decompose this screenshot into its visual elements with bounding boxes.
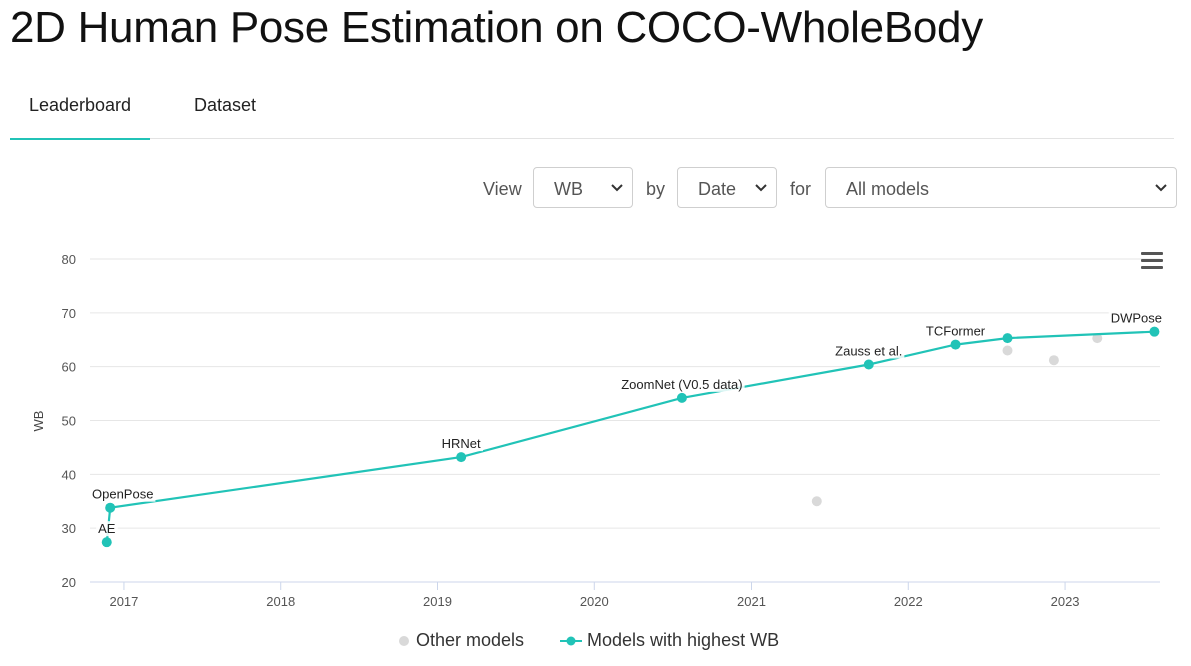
models-select[interactable]: All models [825, 167, 1177, 208]
x-tick-label: 2019 [423, 594, 452, 609]
other-model-point[interactable] [1002, 345, 1013, 356]
chart-legend: Other models Models with highest WB [0, 630, 1191, 658]
x-tick-label: 2021 [737, 594, 766, 609]
legend-best-models[interactable]: Models with highest WB [560, 630, 779, 651]
best-models-series [101, 326, 1160, 548]
by-select-value: Date [698, 179, 737, 199]
grid-lines [90, 258, 1160, 583]
point-labels: AE OpenPose HRNet ZoomNet (V0.5 data) Zauss … [90, 310, 1164, 537]
point-label-halo [96, 521, 118, 537]
other-model-point[interactable] [1092, 333, 1103, 344]
chevron-down-icon [1155, 184, 1167, 192]
other-model-point[interactable] [811, 496, 822, 507]
y-tick-label: 40 [62, 467, 76, 482]
point-label: TCFormer [926, 324, 986, 339]
x-tick-label: 2017 [109, 594, 138, 609]
point-label-halo [90, 486, 156, 502]
tab-bar: Leaderboard Dataset [10, 76, 1174, 140]
view-select[interactable]: WB [533, 167, 633, 208]
point-label-halo [619, 376, 745, 392]
x-tick-label: 2020 [580, 594, 609, 609]
models-select-value: All models [846, 179, 930, 199]
point-label-halo [833, 343, 905, 359]
best-model-point[interactable] [950, 339, 961, 350]
y-tick-label: 80 [62, 252, 76, 267]
legend-other-models[interactable]: Other models [398, 630, 524, 651]
view-select-value: WB [554, 179, 583, 199]
point-label: AE [98, 521, 116, 536]
best-model-point[interactable] [1149, 326, 1160, 337]
best-model-point[interactable] [456, 452, 467, 463]
point-label-halo [439, 436, 484, 452]
point-label: DWPose [1111, 311, 1162, 326]
x-axis: 2017 2018 2019 2020 2021 2022 2023 [109, 582, 1080, 609]
best-model-point[interactable] [676, 392, 687, 403]
by-label: by [646, 179, 666, 199]
x-tick-label: 2023 [1051, 594, 1080, 609]
y-tick-label: 70 [62, 306, 76, 321]
y-axis-label: WB [31, 411, 46, 432]
chevron-down-icon [755, 184, 767, 192]
hamburger-menu-icon[interactable] [1141, 252, 1163, 269]
for-label: for [790, 179, 812, 199]
legend-best-label: Models with highest WB [587, 630, 780, 650]
best-model-point[interactable] [863, 359, 874, 370]
page-title: 2D Human Pose Estimation on COCO-WholeBo… [10, 3, 983, 52]
best-model-point[interactable] [101, 537, 112, 548]
y-tick-label: 60 [62, 360, 76, 375]
y-axis: 20 30 40 50 60 70 80 [62, 252, 76, 590]
point-label-halo [1108, 310, 1164, 326]
point-label: Zauss et al. [835, 344, 902, 359]
point-label: HRNet [442, 436, 481, 451]
other-models-series [811, 333, 1103, 507]
best-model-point[interactable] [105, 502, 116, 513]
tab-dataset[interactable]: Dataset [194, 95, 257, 115]
chevron-down-icon [611, 184, 623, 192]
y-tick-label: 50 [62, 414, 76, 429]
point-label: OpenPose [92, 487, 153, 502]
point-label-halo [923, 323, 988, 339]
best-model-point[interactable] [1002, 333, 1013, 344]
legend-best-marker [560, 636, 582, 646]
x-tick-label: 2022 [894, 594, 923, 609]
point-label: ZoomNet (V0.5 data) [621, 377, 742, 392]
y-tick-label: 30 [62, 521, 76, 536]
x-tick-label: 2018 [266, 594, 295, 609]
best-models-line [105, 330, 1155, 543]
other-model-point[interactable] [1048, 355, 1059, 366]
legend-other-label: Other models [416, 630, 525, 650]
view-label: View [483, 179, 522, 199]
tab-leaderboard[interactable]: Leaderboard [10, 76, 150, 140]
y-tick-label: 20 [62, 575, 76, 590]
legend-other-marker [399, 636, 409, 646]
by-select[interactable]: Date [677, 167, 777, 208]
